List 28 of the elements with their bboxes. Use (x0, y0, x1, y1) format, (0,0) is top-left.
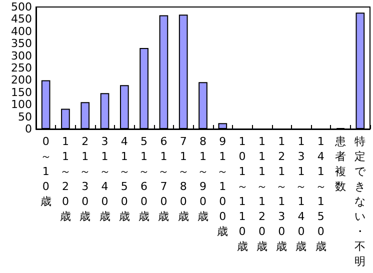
y-tick-label: 200 (11, 74, 32, 87)
x-tick-label: 91～100歳 (217, 135, 228, 238)
x-tick-label: 81～90歳 (198, 135, 208, 223)
x-tick-label: 101～110歳 (236, 135, 248, 253)
y-tick-label: 350 (11, 37, 32, 50)
y-tick-label: 250 (11, 62, 32, 74)
x-tick-label: 121～130歳 (276, 135, 288, 253)
x-tick-label: 111～120歳 (256, 135, 268, 253)
x-tick-label: 患者複数 (334, 135, 346, 193)
x-tick-label: 11～20歳 (60, 135, 71, 223)
y-tick-label: 500 (11, 0, 32, 14)
y-tick-label: 0 (25, 122, 32, 136)
x-tick-label: 41～50歳 (118, 135, 130, 223)
x-tick-label: 61～70歳 (158, 135, 170, 223)
y-tick-label: 150 (11, 86, 32, 99)
y-tick-label: 400 (11, 24, 32, 38)
x-tick-label: 31～40歳 (99, 135, 110, 223)
x-tick-label: 51～60歳 (138, 135, 150, 223)
y-tick-label: 300 (11, 49, 32, 62)
x-tick-label: 141～150歳 (315, 135, 326, 253)
x-tick-label: 71～80歳 (178, 135, 189, 223)
x-tick-label: 0～10歳 (40, 135, 52, 208)
x-tick-label: 131～140歳 (296, 135, 307, 253)
x-tick-label: 21～30歳 (80, 135, 91, 223)
y-tick-label: 50 (18, 110, 32, 124)
y-tick-label: 450 (11, 12, 32, 26)
category-label: 特定できない・不明 (354, 135, 366, 268)
y-tick-label: 100 (11, 98, 32, 112)
